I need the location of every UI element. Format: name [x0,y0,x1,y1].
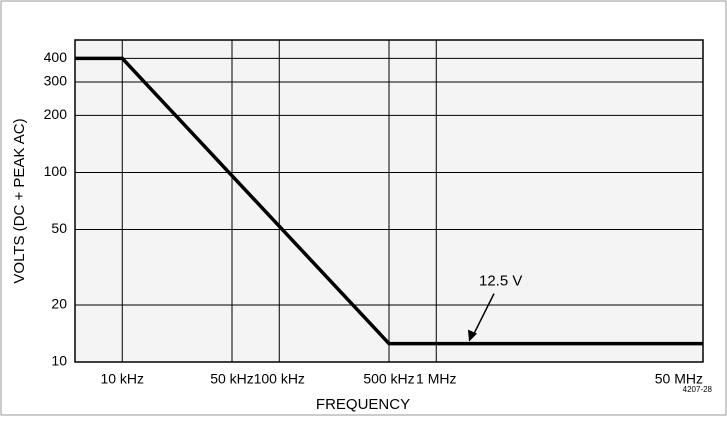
y-tick-label: 50 [51,220,67,236]
x-axis-label: FREQUENCY [316,396,410,413]
y-tick-label: 200 [44,106,68,122]
y-axis-label: VOLTS (DC + PEAK AC) [11,118,28,283]
y-tick-label: 100 [44,163,68,179]
data-line [75,56,703,346]
y-tick-label: 20 [51,296,67,312]
figure-id: 4207-28 [683,385,713,394]
y-tick-label: 400 [44,49,68,65]
x-tick-label: 500 kHz [363,371,414,387]
y-tick-label: 10 [51,353,67,369]
x-tick-label: 10 kHz [100,371,144,387]
y-tick-label: 300 [44,73,68,89]
annotation-arrow [471,293,495,338]
x-tick-label: 1 MHz [416,371,456,387]
x-tick-label: 50 kHz [210,371,254,387]
x-tick-label: 100 kHz [254,371,305,387]
arrow-head [468,329,477,342]
annotation: 12.5 V [479,273,522,290]
x-tick-label: 50 MHz [655,371,703,387]
